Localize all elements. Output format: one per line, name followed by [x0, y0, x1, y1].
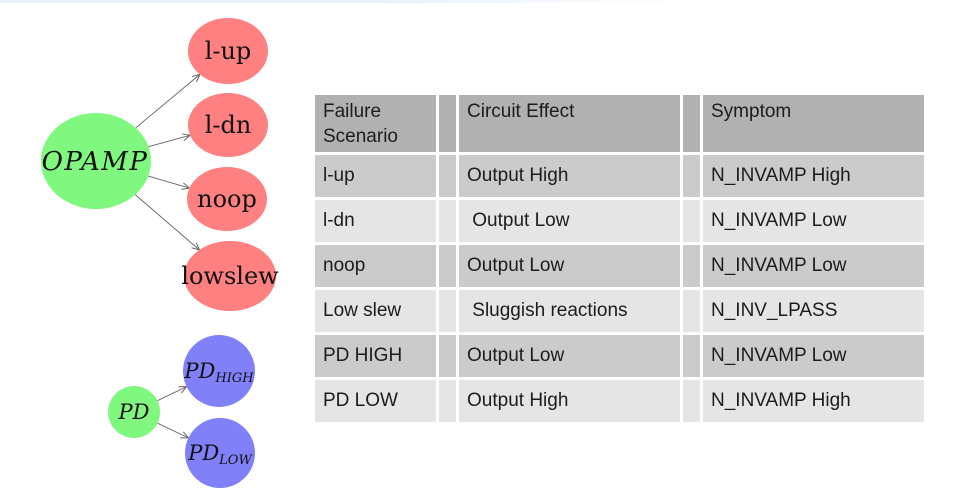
table-header-spacer-2: [683, 95, 700, 152]
table-cell-scenario: PD LOW: [315, 380, 436, 422]
table-cell-symptom: N_INVAMP Low: [703, 200, 924, 242]
node-ldn: [188, 93, 268, 157]
table-cell-spacer: [439, 245, 456, 287]
table-cell-symptom: N_INVAMP High: [703, 380, 924, 422]
node-opamp: [41, 113, 151, 209]
node-noop-label: noop: [197, 185, 257, 213]
table-header-symptom: Symptom: [703, 95, 924, 152]
node-opamp-label: OPAMP: [42, 147, 149, 177]
table-cell-effect: Output High: [459, 155, 680, 197]
node-pdlow: [185, 418, 255, 488]
table-header-spacer-1: [439, 95, 456, 152]
table-cell-spacer: [683, 380, 700, 422]
table-cell-scenario: l-up: [315, 155, 436, 197]
table-cell-scenario: l-dn: [315, 200, 436, 242]
edge-pd-pdlow: [157, 422, 189, 438]
node-pd-label: PD: [118, 400, 150, 424]
edge-opamp-ldn: [148, 135, 191, 148]
table-cell-spacer: [439, 335, 456, 377]
table-cell-spacer: [683, 290, 700, 332]
window-top-edge-line: [0, 0, 964, 3]
table-cell-effect: Output Low: [459, 200, 680, 242]
table-cell-effect: Output High: [459, 380, 680, 422]
failure-scenario-table: Failure Scenario Circuit Effect Symptom …: [315, 95, 924, 422]
table-cell-spacer: [683, 335, 700, 377]
edge-opamp-lup: [135, 74, 200, 129]
node-lup-label: l-up: [205, 37, 252, 65]
table-cell-symptom: N_INVAMP High: [703, 155, 924, 197]
table-header-failure-scenario: Failure Scenario: [315, 95, 436, 152]
table-cell-scenario: noop: [315, 245, 436, 287]
node-ldn-label: l-dn: [205, 111, 252, 139]
table-cell-spacer: [439, 290, 456, 332]
table-cell-spacer: [683, 245, 700, 287]
node-noop: [187, 167, 267, 231]
table-cell-scenario: Low slew: [315, 290, 436, 332]
table-cell-symptom: N_INVAMP Low: [703, 335, 924, 377]
table-cell-spacer: [439, 155, 456, 197]
fault-tree-diagram: OPAMP l-up l-dn noop lowslew PD PDHIGH P…: [41, 18, 279, 488]
table-cell-spacer: [439, 200, 456, 242]
table-cell-symptom: N_INV_LPASS: [703, 290, 924, 332]
node-pdhigh-label: PDHIGH: [183, 359, 254, 386]
table-cell-effect: Output Low: [459, 245, 680, 287]
table-cell-spacer: [683, 200, 700, 242]
table-cell-symptom: N_INVAMP Low: [703, 245, 924, 287]
table-cell-scenario: PD HIGH: [315, 335, 436, 377]
node-pd: [108, 386, 160, 438]
node-pdhigh: [183, 335, 255, 407]
edge-opamp-noop: [148, 175, 189, 188]
node-lowslew: [184, 241, 276, 311]
edge-opamp-lowslew: [134, 194, 199, 250]
table-cell-spacer: [439, 380, 456, 422]
node-lup: [188, 18, 268, 84]
table-cell-effect: Sluggish reactions: [459, 290, 680, 332]
table-cell-effect: Output Low: [459, 335, 680, 377]
table-cell-spacer: [683, 155, 700, 197]
edge-pd-pdhigh: [157, 387, 186, 402]
table-header-circuit-effect: Circuit Effect: [459, 95, 680, 152]
node-lowslew-label: lowslew: [181, 262, 279, 290]
node-pdlow-label: PDLOW: [187, 441, 253, 468]
